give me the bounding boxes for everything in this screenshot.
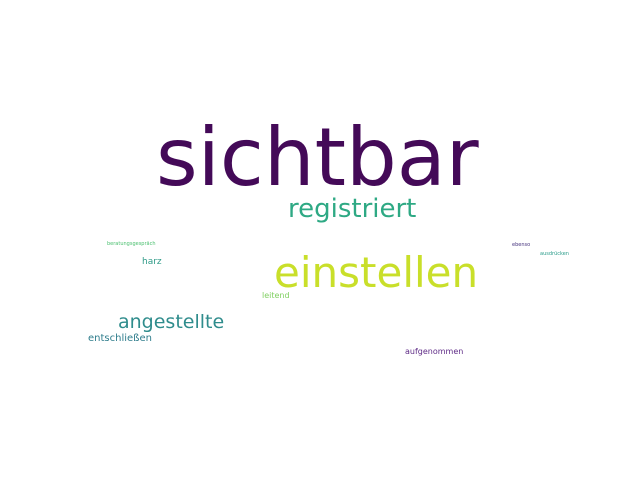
word-entschliessen: entschließen bbox=[88, 333, 152, 344]
word-leitend: leitend bbox=[262, 291, 290, 300]
word-einstellen: einstellen bbox=[274, 248, 479, 297]
word-angestellte: angestellte bbox=[118, 311, 225, 333]
word-ebenso: ebenso bbox=[512, 242, 531, 248]
word-harz: harz bbox=[142, 257, 162, 267]
word-aufgenommen: aufgenommen bbox=[405, 347, 464, 356]
word-beratungsgespraech: beratungsgespräch bbox=[107, 241, 156, 247]
word-ausdruecken: ausdrücken bbox=[540, 251, 569, 257]
word-sichtbar: sichtbar bbox=[156, 111, 479, 204]
word-registriert: registriert bbox=[288, 194, 417, 224]
